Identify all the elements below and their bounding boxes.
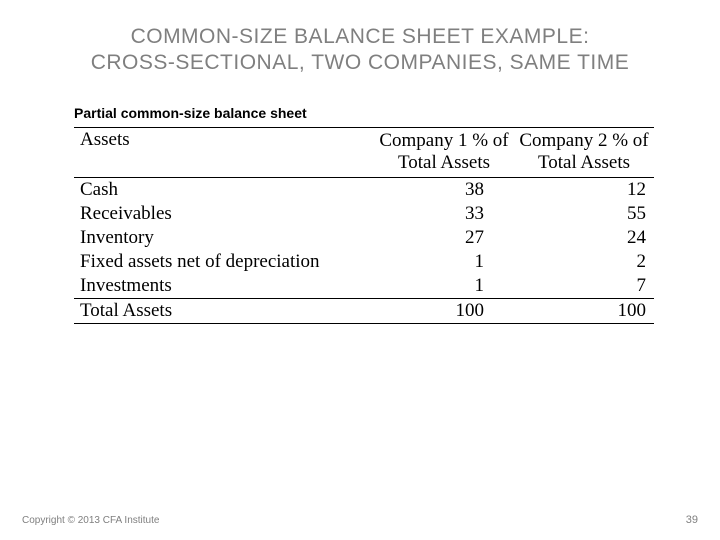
slide-title: COMMON-SIZE BALANCE SHEET EXAMPLE: CROSS… bbox=[0, 0, 720, 85]
row-c2: 55 bbox=[514, 202, 654, 226]
header-assets: Assets bbox=[74, 127, 374, 178]
row-c1: 27 bbox=[374, 226, 514, 250]
table-total-row: Total Assets 100 100 bbox=[74, 299, 654, 324]
row-c1: 100 bbox=[374, 299, 514, 324]
table-row: Investments 1 7 bbox=[74, 274, 654, 299]
table-row: Receivables 33 55 bbox=[74, 202, 654, 226]
row-c1: 1 bbox=[374, 274, 514, 299]
table-row: Cash 38 12 bbox=[74, 178, 654, 203]
table-header-row: Assets Company 1 % of Total Assets Compa… bbox=[74, 127, 654, 178]
table-row: Fixed assets net of depreciation 1 2 bbox=[74, 250, 654, 274]
row-label: Fixed assets net of depreciation bbox=[74, 250, 374, 274]
row-c2: 24 bbox=[514, 226, 654, 250]
row-c1: 1 bbox=[374, 250, 514, 274]
header-company-1: Company 1 % of Total Assets bbox=[374, 127, 514, 178]
row-label: Cash bbox=[74, 178, 374, 203]
row-label: Total Assets bbox=[74, 299, 374, 324]
title-line-1: COMMON-SIZE BALANCE SHEET EXAMPLE: bbox=[131, 25, 590, 48]
balance-sheet-table: Assets Company 1 % of Total Assets Compa… bbox=[74, 127, 654, 325]
copyright-footer: Copyright © 2013 CFA Institute bbox=[22, 515, 159, 526]
row-c2: 2 bbox=[514, 250, 654, 274]
header-company-2: Company 2 % of Total Assets bbox=[514, 127, 654, 178]
row-label: Inventory bbox=[74, 226, 374, 250]
row-label: Receivables bbox=[74, 202, 374, 226]
row-c2: 100 bbox=[514, 299, 654, 324]
title-line-2: CROSS-SECTIONAL, TWO COMPANIES, SAME TIM… bbox=[91, 51, 630, 74]
table-row: Inventory 27 24 bbox=[74, 226, 654, 250]
row-c1: 33 bbox=[374, 202, 514, 226]
row-c1: 38 bbox=[374, 178, 514, 203]
row-c2: 7 bbox=[514, 274, 654, 299]
row-label: Investments bbox=[74, 274, 374, 299]
row-c2: 12 bbox=[514, 178, 654, 203]
page-number: 39 bbox=[686, 514, 698, 526]
table-subtitle: Partial common-size balance sheet bbox=[0, 85, 720, 127]
